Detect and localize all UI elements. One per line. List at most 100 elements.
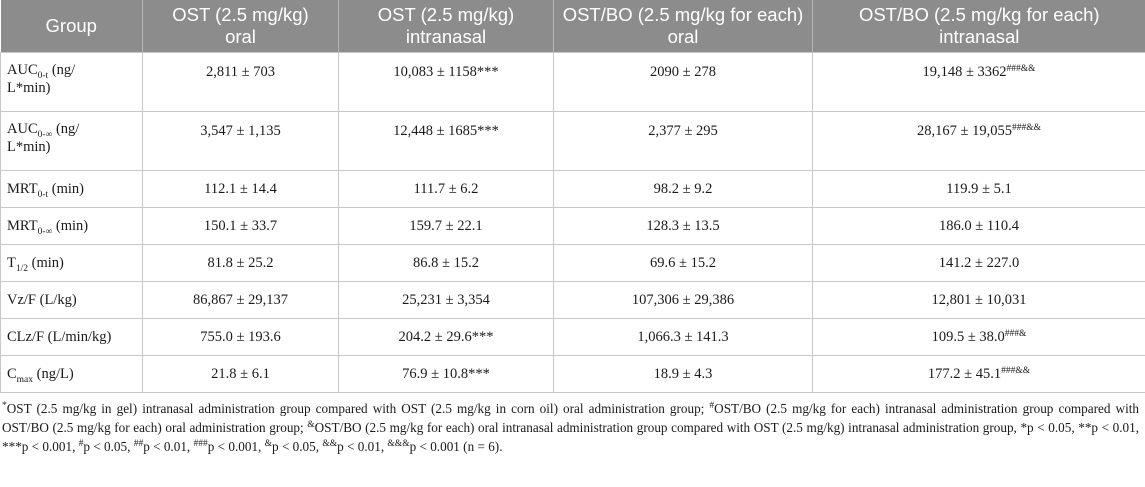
footnote-pvalues: p < 0.01, — [143, 439, 194, 454]
parameter-unit: L*min) — [7, 80, 51, 96]
value-cell: 86,867 ± 29,137 — [142, 281, 339, 319]
cell-value: 186.0 ± 110.4 — [939, 218, 1019, 234]
value-cell: 98.2 ± 9.2 — [553, 170, 813, 208]
footnote-symbol: ## — [133, 439, 144, 449]
cell-value: 86,867 ± 29,137 — [193, 292, 288, 308]
cell-value: 1,066.3 ± 141.3 — [637, 329, 729, 345]
value-cell: 204.2 ± 29.6*** — [338, 318, 554, 356]
column-header-text: intranasal — [939, 26, 1020, 47]
footnote-symbol: # — [709, 401, 715, 411]
cell-value: 111.7 ± 6.2 — [413, 181, 479, 197]
column-header-text: OST (2.5 mg/kg) — [377, 4, 515, 25]
value-cell: 28,167 ± 19,055###&& — [812, 111, 1145, 171]
footnote-symbol: &&& — [387, 439, 410, 449]
cell-value: 112.1 ± 14.4 — [204, 181, 277, 197]
table-row: T1/2 (min) 81.8 ± 25.2 86.8 ± 15.2 69.6 ± 1… — [0, 244, 1145, 282]
parameter-name: CLz/F (L/min/kg) — [7, 329, 112, 345]
parameter-cell: AUC0-∞ (ng/L*min) — [0, 111, 143, 171]
footnote-pvalues: p < 0.001, — [207, 439, 265, 454]
pharmacokinetics-table: Group OST (2.5 mg/kg) oral OST (2.5 mg/kg) i… — [0, 0, 1145, 393]
value-cell: 119.9 ± 5.1 — [812, 170, 1145, 208]
cell-value: 755.0 ± 193.6 — [200, 329, 281, 345]
table-row: MRT0-t (min) 112.1 ± 14.4 111.7 ± 6.2 98.2 … — [0, 170, 1145, 208]
cell-value: 76.9 ± 10.8*** — [402, 366, 490, 382]
footnote-symbol: && — [322, 439, 338, 449]
cell-value: 107,306 ± 29,386 — [631, 292, 735, 308]
value-cell: 25,231 ± 3,354 — [338, 281, 554, 319]
cell-value: 119.9 ± 5.1 — [946, 181, 1012, 197]
value-cell: 18.9 ± 4.3 — [553, 355, 813, 393]
table-row: AUC0-∞ (ng/L*min) 3,547 ± 1,135 12,448 ± 1… — [0, 111, 1145, 171]
cell-value: 28,167 ± 19,055 — [917, 123, 1012, 139]
parameter-name: Vz/F (L/kg) — [7, 292, 77, 308]
parameter-subscript: max — [16, 374, 34, 385]
cell-value: 10,083 ± 1158*** — [393, 64, 499, 80]
parameter-cell: AUC0-t (ng/L*min) — [0, 52, 143, 112]
significance-marker: ###&& — [1001, 366, 1031, 376]
table-row: Vz/F (L/kg) 86,867 ± 29,137 25,231 ± 3,354… — [0, 281, 1145, 319]
value-cell: 109.5 ± 38.0###& — [812, 318, 1145, 356]
parameter-subscript: 0-t — [37, 189, 49, 200]
parameter-cell: MRT0-∞ (min) — [0, 207, 143, 245]
cell-value: 177.2 ± 45.1 — [927, 366, 1002, 382]
table-row: Cmax (ng/L) 21.8 ± 6.1 76.9 ± 10.8*** 18.9 … — [0, 355, 1145, 393]
value-cell: 12,448 ± 1685*** — [338, 111, 554, 171]
table-row: MRT0-∞ (min) 150.1 ± 33.7 159.7 ± 22.1 128.… — [0, 207, 1145, 245]
significance-marker: ###& — [1004, 329, 1027, 339]
value-cell: 3,547 ± 1,135 — [142, 111, 339, 171]
footnote-pvalues: *p < 0.05, **p < 0.01, ***p < 0.001, — [2, 420, 1140, 454]
cell-value: 69.6 ± 15.2 — [650, 255, 716, 271]
value-cell: 2,377 ± 295 — [553, 111, 813, 171]
footnote-text: OST/BO (2.5 mg/kg for each) oral intrana… — [314, 420, 1021, 435]
parameter-subscript: 0-∞ — [37, 129, 53, 140]
cell-value: 98.2 ± 9.2 — [653, 181, 713, 197]
parameter-unit: (ng/ — [52, 121, 80, 137]
value-cell: 159.7 ± 22.1 — [338, 207, 554, 245]
table-footnote: *OST (2.5 mg/kg in gel) intranasal admin… — [0, 393, 1145, 456]
value-cell: 21.8 ± 6.1 — [142, 355, 339, 393]
parameter-unit: (ng/ — [48, 62, 76, 78]
parameter-name: AUC — [7, 121, 38, 137]
cell-value: 2090 ± 278 — [650, 64, 716, 80]
value-cell: 755.0 ± 193.6 — [142, 318, 339, 356]
parameter-subscript: 0-t — [37, 70, 49, 81]
cell-value: 2,811 ± 703 — [205, 64, 276, 80]
column-header-text: OST/BO (2.5 mg/kg for each) — [858, 4, 1100, 25]
value-cell: 76.9 ± 10.8*** — [338, 355, 554, 393]
cell-value: 204.2 ± 29.6*** — [398, 329, 494, 345]
column-header: OST (2.5 mg/kg) oral — [142, 0, 339, 53]
footnote-symbol: & — [264, 439, 273, 449]
parameter-unit: (min) — [28, 255, 64, 271]
parameter-subscript: 0-∞ — [37, 226, 53, 237]
significance-marker: ###&& — [1006, 64, 1036, 74]
parameter-subscript: 1/2 — [15, 263, 28, 274]
column-header-text: OST (2.5 mg/kg) — [172, 4, 309, 25]
cell-value: 3,547 ± 1,135 — [200, 123, 281, 139]
footnote-symbol: # — [78, 439, 84, 449]
cell-value: 19,148 ± 3362 — [922, 64, 1007, 80]
value-cell: 19,148 ± 3362###&& — [812, 52, 1145, 112]
cell-value: 86.8 ± 15.2 — [413, 255, 479, 271]
table-row: AUC0-t (ng/L*min) 2,811 ± 703 10,083 ± 115… — [0, 52, 1145, 112]
cell-value: 2,377 ± 295 — [648, 123, 718, 139]
parameter-name: AUC — [7, 62, 38, 78]
parameter-unit: (min) — [52, 218, 89, 234]
parameter-unit: (ng/L) — [33, 366, 74, 382]
cell-value: 21.8 ± 6.1 — [211, 366, 270, 382]
cell-value: 109.5 ± 38.0 — [931, 329, 1005, 345]
cell-value: 12,801 ± 10,031 — [931, 292, 1027, 308]
value-cell: 1,066.3 ± 141.3 — [553, 318, 813, 356]
column-header: OST/BO (2.5 mg/kg for each) oral — [553, 0, 813, 53]
value-cell: 150.1 ± 33.7 — [142, 207, 339, 245]
parameter-cell: MRT0-t (min) — [0, 170, 143, 208]
parameter-unit: (min) — [48, 181, 84, 197]
significance-marker: ###&& — [1011, 123, 1041, 133]
value-cell: 111.7 ± 6.2 — [338, 170, 554, 208]
column-header-text: OST/BO (2.5 mg/kg for each) — [562, 4, 804, 25]
column-header-text: oral — [667, 26, 699, 47]
value-cell: 186.0 ± 110.4 — [812, 207, 1145, 245]
footnote-pvalues: p < 0.01, — [337, 439, 388, 454]
footnote-symbol: * — [2, 401, 7, 411]
cell-value: 18.9 ± 4.3 — [653, 366, 713, 382]
footnote-pvalues: p < 0.05, — [272, 439, 323, 454]
